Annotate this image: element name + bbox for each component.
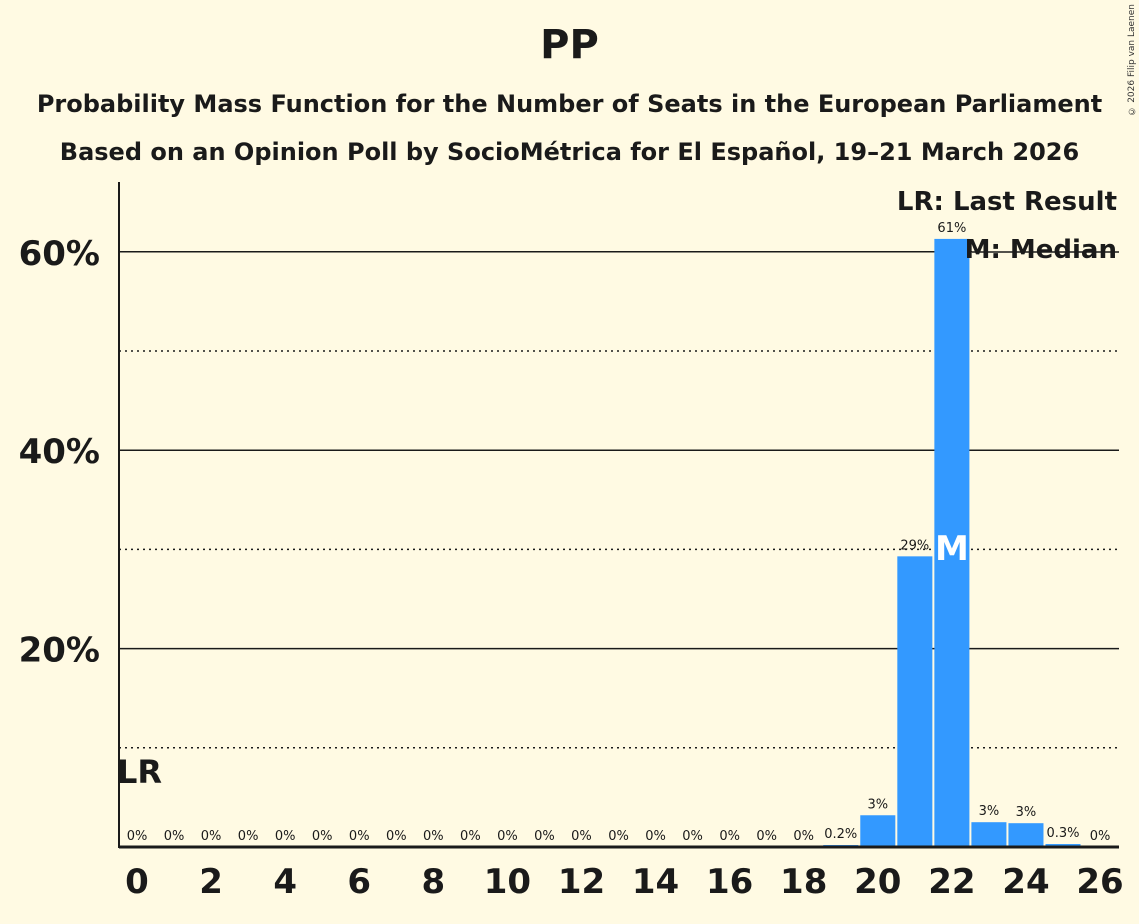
legend-last-result: LR: Last Result — [897, 187, 1117, 217]
x-tick-label: 12 — [558, 862, 605, 902]
bar — [1008, 823, 1044, 847]
bar — [860, 815, 896, 847]
bar — [897, 556, 933, 847]
x-tick-label: 0 — [125, 862, 149, 902]
legend-bg — [972, 232, 1122, 266]
x-tick-label: 10 — [484, 862, 531, 902]
bar-value-label: 0% — [497, 829, 518, 844]
bar-value-label: 0% — [386, 829, 407, 844]
x-tick-label: 20 — [854, 862, 901, 902]
chart-subtitle-2: Based on an Opinion Poll by SocioMétrica… — [59, 138, 1080, 166]
bar-value-label: 0% — [164, 829, 185, 844]
x-tick-label: 14 — [632, 862, 679, 902]
bar-value-label: 0% — [719, 829, 740, 844]
x-tick-label: 8 — [421, 862, 445, 902]
x-tick-label: 24 — [1002, 862, 1049, 902]
bar-value-label: 3% — [867, 797, 888, 812]
bar-value-label: 0% — [571, 829, 592, 844]
bar-value-label: 0% — [534, 829, 555, 844]
bar-value-label: 0% — [460, 829, 481, 844]
x-tick-label: 18 — [780, 862, 827, 902]
bar-value-label: 0% — [645, 829, 666, 844]
bar-value-label: 0% — [682, 829, 703, 844]
bar — [971, 822, 1007, 847]
x-tick-label: 2 — [199, 862, 223, 902]
bar-value-label: 29% — [900, 538, 929, 553]
bar-value-label: 0% — [127, 829, 148, 844]
last-result-marker: LR — [117, 753, 162, 791]
bar-value-label: 3% — [979, 804, 1000, 819]
bar-value-label: 3% — [1016, 805, 1037, 820]
bar — [934, 238, 970, 848]
legend-median: M: Median — [965, 235, 1117, 265]
bar-value-label: 0% — [312, 829, 333, 844]
y-tick-label: 40% — [19, 432, 100, 472]
bar-value-label: 0.2% — [824, 827, 857, 842]
bar-value-label: 0% — [1090, 829, 1111, 844]
x-tick-label: 26 — [1076, 862, 1123, 902]
bar-value-label: 61% — [937, 221, 966, 236]
chart-title: PP — [540, 22, 599, 68]
bar-value-label: 0% — [793, 829, 814, 844]
chart-subtitle-1: Probability Mass Function for the Number… — [36, 90, 1103, 118]
bar-value-label: 0% — [756, 829, 777, 844]
bar-value-label: 0% — [349, 829, 370, 844]
bar-value-label: 0% — [423, 829, 444, 844]
x-tick-label: 16 — [706, 862, 753, 902]
x-tick-label: 22 — [928, 862, 975, 902]
x-tick-label: 6 — [347, 862, 371, 902]
bar-value-label: 0% — [275, 829, 296, 844]
bar-value-label: 0% — [201, 829, 222, 844]
y-tick-label: 60% — [19, 234, 100, 274]
x-tick-label: 4 — [273, 862, 297, 902]
y-tick-label: 20% — [19, 631, 100, 671]
median-marker: M — [935, 529, 969, 569]
bar-value-label: 0% — [238, 829, 259, 844]
bar-value-label: 0.3% — [1046, 826, 1079, 841]
bar-value-label: 0% — [608, 829, 629, 844]
